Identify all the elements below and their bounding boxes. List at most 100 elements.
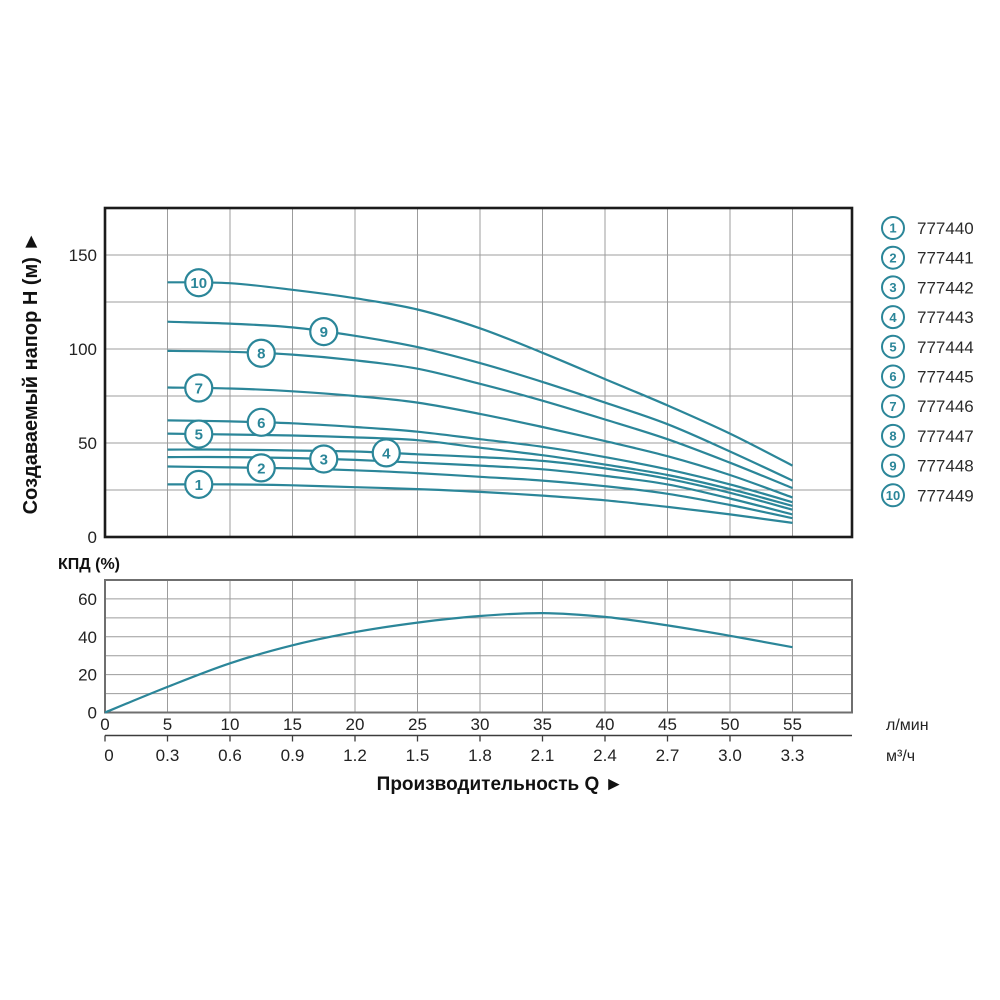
legend-badge-circle	[881, 334, 905, 359]
legend-item-777446: 7 777446	[881, 394, 974, 419]
legend-badge-circle	[881, 483, 905, 508]
legend-badge-number: 9	[889, 458, 896, 473]
legend-model-label: 777449	[917, 486, 974, 505]
x-unit-lmin-label: л/мин	[886, 717, 929, 734]
legend-badge-circle	[881, 216, 905, 240]
legend-model-label: 777444	[917, 338, 974, 357]
curve-badge-circle	[246, 407, 276, 437]
curve-badge-1: 1	[184, 469, 214, 499]
legend-badge-number: 3	[889, 280, 896, 295]
head-curve-777446	[167, 386, 793, 499]
legend-model-label: 777442	[917, 278, 974, 297]
legend-model-label: 777445	[917, 368, 974, 387]
curve-badge-circle	[184, 268, 214, 298]
x-tick-m3h: 0	[104, 746, 113, 765]
curve-badge-number: 8	[257, 346, 265, 363]
x-tick-lmin: 50	[721, 715, 740, 734]
efficiency-y-tick-label: 0	[88, 704, 97, 723]
legend-badge-number: 1	[889, 221, 896, 236]
x-tick-m3h: 3.0	[718, 746, 742, 765]
efficiency-y-tick-label: 60	[78, 590, 97, 609]
legend-model-label: 777446	[917, 397, 974, 416]
curve-badge-number: 10	[190, 275, 207, 292]
legend-badge-number: 6	[889, 369, 896, 384]
curve-badge-6: 6	[246, 407, 276, 437]
head-y-axis-title: Создаваемый напор H (м) ►	[20, 232, 42, 515]
legend-badge-number: 7	[889, 399, 896, 414]
curve-badge-8: 8	[246, 338, 276, 368]
head-curve-777442	[167, 455, 793, 516]
efficiency-y-tick-label: 20	[78, 666, 97, 685]
head-y-tick-label: 0	[88, 528, 97, 547]
curve-badge-3: 3	[309, 444, 339, 474]
x-tick-m3h: 0.3	[156, 746, 180, 765]
x-tick-m3h: 0.6	[218, 746, 242, 765]
efficiency-curve-group	[104, 611, 793, 714]
head-curve-777447	[167, 349, 793, 490]
x-tick-lmin: 40	[596, 715, 615, 734]
x-axis-title: Производительность Q ►	[377, 774, 624, 795]
curve-badge-number: 5	[195, 427, 203, 444]
x-tick-lmin: 10	[221, 715, 240, 734]
legend-model-label: 777443	[917, 308, 974, 327]
head-curve-777445	[167, 419, 793, 504]
x-tick-m3h: 1.2	[343, 746, 367, 765]
legend-item-777442: 3 777442	[881, 275, 974, 300]
x-tick-m3h: 2.1	[531, 746, 555, 765]
shared-x-axis: 0 5 10 15 20 25 30 35 40 45 50 55 0 0.3 0.6 0.9 1.2 1.5 1.…	[100, 715, 852, 765]
head-curve-777444	[167, 432, 793, 508]
legend-model-label: 777448	[917, 457, 974, 476]
head-curve-777440	[167, 483, 793, 524]
curve-number-badges: 1 2 3 4 5 6 7 8 9 10	[184, 268, 401, 499]
curve-badge-2: 2	[246, 453, 276, 483]
x-tick-lmin: 5	[163, 715, 172, 734]
head-y-tick-labels: 0 50 100 150	[69, 246, 97, 547]
legend-item-777449: 10 777449	[881, 483, 974, 508]
head-y-tick-label: 150	[69, 246, 97, 265]
curve-badge-9: 9	[309, 317, 339, 347]
efficiency-curve	[104, 611, 793, 714]
legend-item-777440: 1 777440	[881, 216, 974, 240]
legend-badge-number: 8	[889, 429, 896, 444]
curve-badge-circle	[371, 438, 401, 468]
curve-badge-circle	[309, 444, 339, 474]
legend-badge-number: 2	[889, 250, 896, 265]
x-tick-lmin: 0	[100, 715, 109, 734]
curve-badge-7: 7	[184, 373, 214, 403]
curve-badge-5: 5	[184, 419, 214, 449]
curve-badge-circle	[246, 453, 276, 483]
x-tick-lmin: 25	[408, 715, 427, 734]
curve-badge-number: 3	[320, 451, 328, 468]
x-tick-lmin: 15	[283, 715, 302, 734]
head-curve-777443	[167, 448, 793, 511]
curve-badge-number: 4	[382, 445, 391, 462]
head-y-tick-label: 100	[69, 340, 97, 359]
legend-item-777447: 8 777447	[881, 423, 974, 448]
x-tick-m3h: 1.5	[406, 746, 430, 765]
head-chart-border	[103, 206, 854, 539]
curve-badge-circle	[246, 338, 276, 368]
curve-badge-circle	[184, 469, 214, 499]
legend-badge-circle	[881, 364, 905, 389]
x-tick-m3h: 2.4	[593, 746, 617, 765]
curve-badge-number: 7	[195, 381, 203, 398]
curve-badge-10: 10	[184, 268, 214, 298]
legend-item-777448: 9 777448	[881, 453, 974, 478]
legend-badge-circle	[881, 245, 905, 270]
head-chart-grid	[105, 208, 852, 537]
x-tick-m3h: 2.7	[656, 746, 680, 765]
curve-badge-circle	[309, 317, 339, 347]
legend-item-777445: 6 777445	[881, 364, 974, 389]
efficiency-chart-grid	[105, 580, 852, 713]
legend-badge-circle	[881, 305, 905, 330]
x-tick-lmin: 55	[783, 715, 802, 734]
x-unit-m3h-label: м³/ч	[886, 748, 915, 765]
curve-badge-circle	[184, 373, 214, 403]
legend-badge-circle	[881, 394, 905, 419]
legend-model-label: 777441	[917, 249, 974, 268]
curve-badge-number: 6	[257, 415, 265, 432]
x-tick-lmin: 45	[658, 715, 677, 734]
efficiency-y-axis-title: КПД (%)	[58, 556, 120, 573]
legend-item-777443: 4 777443	[881, 305, 974, 330]
